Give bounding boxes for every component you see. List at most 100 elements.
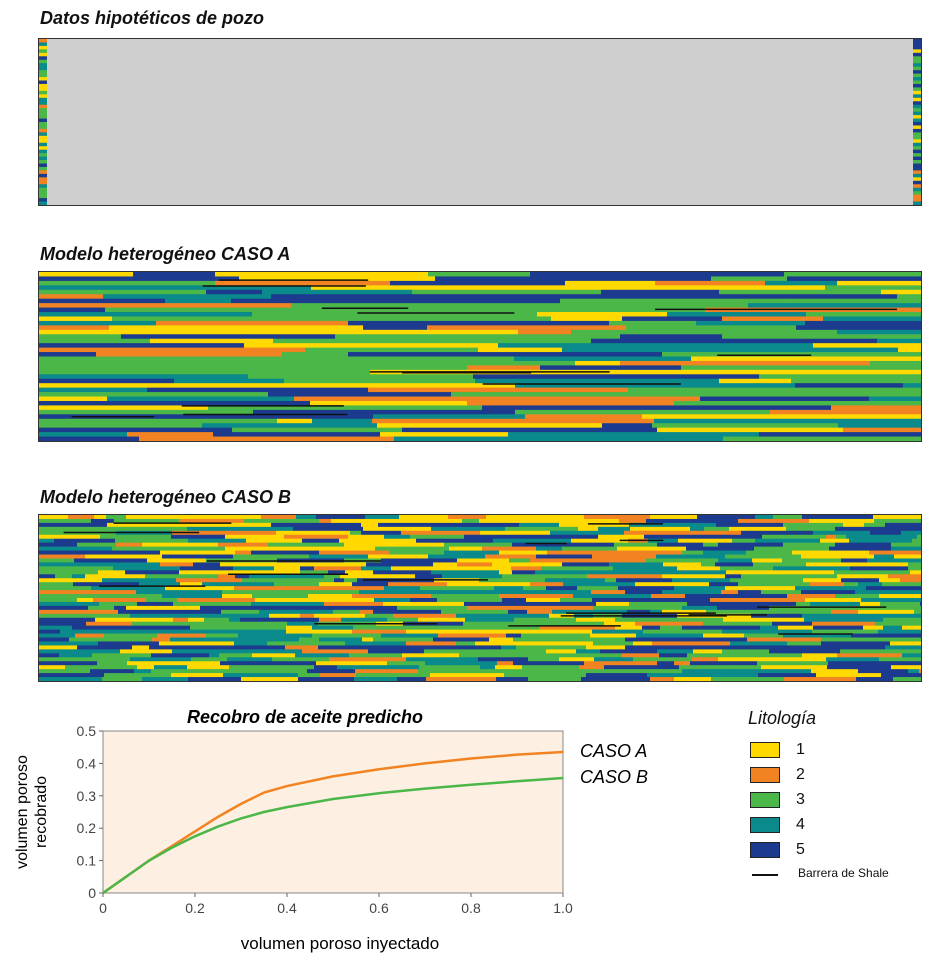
lithology-cell bbox=[95, 617, 174, 623]
lithology-cell bbox=[200, 578, 243, 583]
legend-swatch-3 bbox=[750, 792, 780, 808]
lithology-cell bbox=[563, 582, 636, 587]
lithology-cell bbox=[508, 609, 528, 615]
lithology-cell bbox=[547, 550, 621, 556]
lithology-cell bbox=[99, 303, 292, 309]
well-log-left-cell bbox=[39, 73, 47, 78]
lithology-cell bbox=[324, 574, 341, 579]
lithology-cell bbox=[802, 653, 838, 658]
well-log-left-cell bbox=[39, 184, 47, 189]
lithology-cell bbox=[664, 316, 723, 322]
lithology-cell bbox=[586, 673, 648, 678]
lithology-cell bbox=[314, 665, 338, 670]
lithology-cell bbox=[39, 582, 74, 587]
lithology-cell bbox=[700, 396, 870, 402]
lithology-cell bbox=[433, 637, 490, 643]
lithology-cell bbox=[562, 562, 610, 567]
lithology-cell bbox=[365, 515, 400, 520]
lithology-cell bbox=[438, 621, 464, 627]
well-log-left-cell bbox=[39, 156, 47, 161]
lithology-cell bbox=[39, 590, 65, 595]
lithology-cell bbox=[97, 661, 128, 666]
well-log-right-cell bbox=[913, 177, 921, 182]
lithology-cell bbox=[374, 598, 411, 603]
lithology-cell bbox=[280, 649, 303, 654]
lithology-cell bbox=[39, 515, 69, 520]
lithology-cell bbox=[91, 276, 240, 282]
lithology-cell bbox=[229, 329, 519, 335]
lithology-cell bbox=[325, 598, 375, 603]
lithology-cell bbox=[334, 578, 345, 583]
lithology-cell bbox=[302, 649, 369, 654]
well-log-left-cell bbox=[39, 94, 47, 99]
lithology-cell bbox=[218, 574, 236, 579]
well-log-right-cell bbox=[913, 66, 921, 71]
lithology-cell bbox=[125, 570, 180, 575]
lithology-cell bbox=[783, 522, 844, 528]
lithology-cell bbox=[744, 633, 784, 639]
lithology-cell bbox=[120, 649, 173, 654]
lithology-cell bbox=[394, 436, 491, 441]
lithology-cell bbox=[220, 661, 286, 666]
lithology-cell bbox=[241, 669, 308, 674]
lithology-cell bbox=[662, 574, 726, 579]
lithology-cell bbox=[340, 574, 416, 579]
lithology-cell bbox=[815, 369, 921, 375]
well-log-left-cell bbox=[39, 59, 47, 64]
lithology-cell bbox=[39, 352, 97, 358]
lithology-cell bbox=[39, 369, 233, 375]
lithology-cell bbox=[717, 605, 770, 611]
lithology-cell bbox=[39, 392, 269, 398]
lithology-cell bbox=[890, 641, 921, 647]
lithology-cell bbox=[525, 414, 643, 420]
lithology-cell bbox=[39, 432, 128, 438]
lithology-cell bbox=[837, 574, 889, 579]
lithology-cell bbox=[805, 294, 898, 300]
lithology-cell bbox=[223, 621, 288, 627]
lithology-cell bbox=[220, 562, 293, 567]
lithology-cell bbox=[420, 586, 482, 591]
lithology-cell bbox=[459, 653, 507, 658]
lithology-cell bbox=[593, 605, 662, 611]
lithology-cell bbox=[795, 586, 867, 591]
lithology-cell bbox=[831, 405, 921, 411]
lithology-cell bbox=[320, 673, 357, 678]
lithology-cell bbox=[378, 522, 441, 528]
lithology-cell bbox=[300, 566, 315, 571]
lithology-cell bbox=[881, 289, 921, 295]
well-log-left-cell bbox=[39, 56, 47, 61]
lithology-cell bbox=[384, 534, 411, 540]
well-background bbox=[39, 39, 921, 205]
lithology-cell bbox=[843, 522, 865, 528]
lithology-cell bbox=[390, 280, 566, 286]
well-log-left-cell bbox=[39, 63, 47, 68]
lithology-cell bbox=[803, 400, 921, 407]
lithology-cell bbox=[99, 601, 138, 607]
lithology-cell bbox=[271, 522, 313, 528]
lithology-cell bbox=[438, 633, 507, 639]
lithology-cell bbox=[736, 629, 763, 635]
lithology-cell bbox=[885, 522, 921, 528]
lithology-cell bbox=[681, 365, 921, 371]
lithology-cell bbox=[772, 546, 830, 552]
lithology-cell bbox=[783, 542, 836, 548]
well-log-left-cell bbox=[39, 132, 47, 137]
lithology-cell bbox=[249, 574, 325, 579]
lithology-cell bbox=[39, 645, 78, 650]
lithology-cell bbox=[39, 316, 113, 322]
lithology-cell bbox=[244, 343, 499, 349]
lithology-cell bbox=[291, 303, 576, 309]
lithology-cell bbox=[262, 289, 413, 295]
lithology-cell bbox=[412, 289, 602, 295]
well-log-right-cell bbox=[913, 187, 921, 192]
lithology-cell bbox=[402, 427, 658, 433]
well-log-left-cell bbox=[39, 166, 47, 171]
well-log-left-cell bbox=[39, 125, 47, 130]
lithology-cell bbox=[719, 378, 792, 384]
lithology-cell bbox=[622, 316, 665, 322]
lithology-cell bbox=[348, 320, 490, 326]
lithology-cell bbox=[128, 526, 188, 532]
lithology-cell bbox=[512, 570, 536, 575]
lithology-cell bbox=[113, 629, 177, 635]
lithology-cell bbox=[711, 276, 788, 282]
